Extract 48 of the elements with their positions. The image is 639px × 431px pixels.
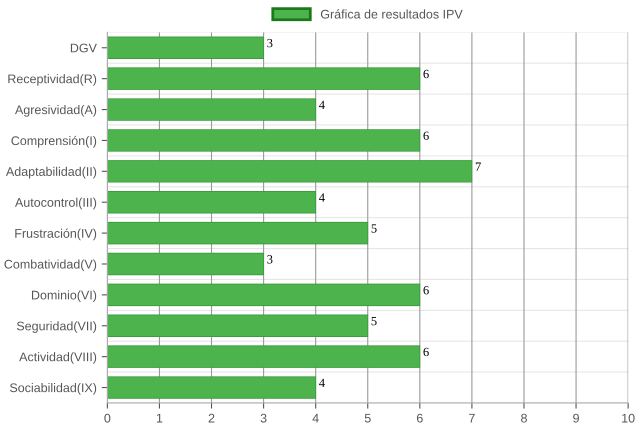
bar	[107, 284, 420, 306]
x-tick-label: 1	[156, 414, 162, 422]
bar	[107, 376, 316, 399]
bar	[107, 98, 316, 121]
x-tick-label: 5	[364, 414, 371, 423]
bar	[107, 160, 472, 183]
y-tick-label: Comprensión(I)	[11, 136, 96, 148]
data-label: 5	[372, 224, 377, 233]
data-label: 4	[319, 378, 325, 387]
legend-label: Gráfica de resultados IPV	[320, 9, 463, 19]
x-tick-label: 2	[208, 414, 214, 422]
data-label: 7	[476, 162, 481, 171]
data-label: 6	[423, 286, 429, 294]
x-tick-label: 4	[312, 414, 319, 422]
y-tick-label: Dominio(VI)	[32, 290, 96, 302]
x-tick-label: 9	[573, 414, 579, 423]
y-tick-label: Sociabilidad(IX)	[10, 383, 96, 395]
x-tick-label: 3	[260, 414, 267, 423]
bar	[107, 190, 316, 214]
bar	[107, 222, 368, 244]
bar	[107, 345, 420, 368]
y-tick-label: Combatividad(V)	[4, 259, 96, 272]
y-tick-label: Adaptabilidad(II)	[6, 166, 96, 178]
data-label: 6	[423, 348, 429, 356]
bar	[107, 252, 264, 276]
bar	[107, 67, 420, 90]
y-tick-label: DGV	[70, 44, 97, 52]
y-tick-label: Autocontrol(III)	[14, 198, 96, 210]
data-label: 3	[267, 38, 272, 48]
x-tick-label: 8	[521, 414, 527, 423]
x-tick-label: 0	[104, 414, 110, 423]
data-label: 6	[423, 132, 429, 140]
y-tick-label: Frustración(IV)	[15, 228, 96, 240]
bar	[107, 36, 264, 59]
y-tick-label: Actividad(VIII)	[19, 352, 96, 364]
x-tick-label: 6	[416, 414, 423, 423]
bar	[107, 314, 368, 337]
y-tick-label: Receptividad(R)	[8, 74, 96, 86]
x-tick-label: 10	[622, 414, 635, 423]
x-tick-label: 7	[469, 414, 475, 422]
data-label: 4	[319, 100, 325, 109]
y-tick-label: Agresividad(A)	[14, 105, 96, 117]
y-tick-label: Seguridad(VII)	[16, 321, 96, 333]
bar	[107, 129, 420, 152]
data-label: 6	[423, 70, 429, 78]
data-label: 5	[372, 316, 377, 326]
data-label: 3	[267, 255, 272, 264]
data-label: 4	[319, 193, 325, 202]
